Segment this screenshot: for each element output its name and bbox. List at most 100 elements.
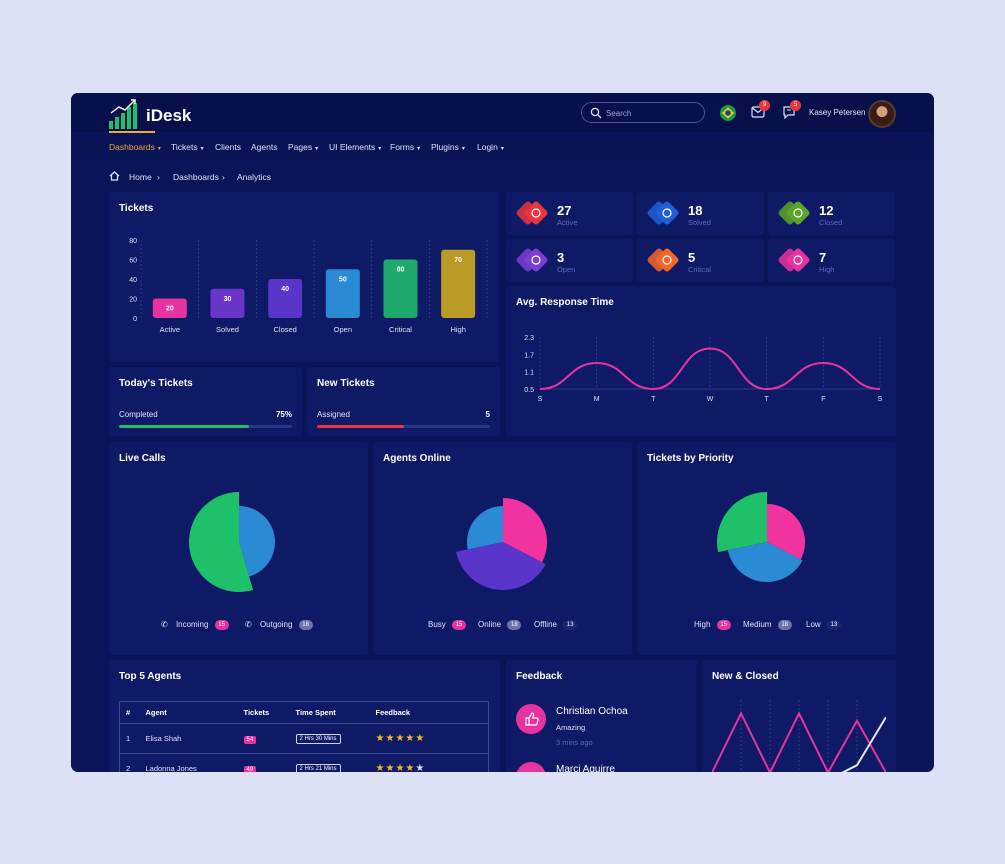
card-title: Agents Online (383, 453, 451, 464)
pie-slice[interactable] (239, 506, 275, 577)
tickets-bar-chart: 0 20 40 60 80 20 Active 30 Solved 40 Closed 50 Open 6… (129, 238, 488, 334)
nav-item-login[interactable]: Login ▾ (477, 142, 504, 152)
stat-card-active[interactable]: 27 Active (506, 192, 633, 235)
card-title: Avg. Response Time (516, 297, 614, 308)
feedback-avatar (516, 762, 546, 772)
x-tick-label: Active (160, 325, 180, 334)
nav-item-forms[interactable]: Forms ▾ (390, 142, 421, 152)
stat-card-solved[interactable]: 18 Solved (637, 192, 764, 235)
progress-label: Assigned (317, 410, 350, 419)
rating-stars: ★★★★★ (376, 763, 426, 772)
top-agents-card: Top 5 Agents # Agent Tickets Time Spent … (109, 660, 500, 772)
stat-value: 27 (557, 203, 572, 218)
bar[interactable] (268, 279, 303, 318)
legend-outgoing: ✆ Outgoing 18 (245, 620, 313, 630)
legend-high: High 15 (694, 620, 731, 630)
row-number: 2 (119, 753, 140, 772)
stat-card-high[interactable]: 7 High (768, 239, 895, 282)
pie-slice[interactable] (727, 542, 803, 582)
tickets-priority-pie-chart (717, 492, 805, 582)
card-title: Tickets by Priority (647, 453, 734, 464)
chevron-right-icon: › (157, 172, 160, 182)
progress-track (119, 425, 292, 428)
column-header: # (119, 701, 140, 724)
bar-value-label: 60 (397, 267, 405, 274)
pie-slice[interactable] (717, 492, 767, 553)
ticket-status-icon (516, 248, 548, 272)
nav-item-pages[interactable]: Pages ▾ (288, 142, 319, 152)
stat-card-closed[interactable]: 12 Closed (768, 192, 895, 235)
bar[interactable] (325, 269, 360, 318)
table-row[interactable]: 1 Elisa Shah 54 2 Hrs 30 Mins ★★★★★ (119, 723, 489, 754)
bar-value-label: 50 (339, 276, 347, 283)
search-input[interactable] (606, 106, 698, 120)
table-row[interactable]: 2 Ladonna Jones 49 2 Hrs 21 Mins ★★★★★ (119, 753, 489, 772)
logo-icon[interactable] (109, 97, 189, 131)
brazil-flag-icon[interactable] (720, 105, 736, 121)
x-tick-label: T (765, 396, 770, 403)
pie-slice[interactable] (467, 506, 503, 550)
x-tick-label: Open (334, 325, 352, 334)
live-calls-pie-chart (188, 492, 275, 592)
nav-active-indicator (109, 131, 155, 133)
feedback-time: 3 mins ago (556, 738, 593, 747)
new-tickets-card: New Tickets Assigned 5 (307, 367, 500, 436)
bar[interactable] (383, 259, 418, 319)
nav-item-clients[interactable]: Clients (215, 142, 241, 152)
bar-value-label: 20 (166, 306, 174, 313)
bar[interactable] (210, 288, 245, 318)
nav-item-tickets[interactable]: Tickets ▾ (171, 142, 204, 152)
stat-value: 3 (557, 250, 565, 265)
pie-slice[interactable] (456, 542, 546, 590)
caret-down-icon: ▾ (500, 146, 504, 152)
stat-card-open[interactable]: 3 Open (506, 239, 633, 282)
breadcrumb-home[interactable]: Home (129, 172, 152, 182)
legend-low: Low 13 (806, 620, 841, 630)
new-closed-card: New & Closed (702, 660, 896, 772)
pie-slice[interactable] (503, 498, 547, 563)
pie-slice[interactable] (767, 504, 805, 560)
search-box[interactable] (581, 102, 705, 123)
breadcrumb-dashboards[interactable]: Dashboards (173, 172, 219, 182)
y-tick-label: 20 (129, 297, 137, 304)
bar[interactable] (152, 298, 187, 319)
progress-fill (317, 425, 404, 428)
star-icon: ★ (375, 733, 386, 744)
bar-value-label: 40 (281, 286, 289, 293)
ticket-status-icon (778, 248, 810, 272)
user-name[interactable]: Kasey Petersen (809, 108, 866, 117)
legend-offline: Offline 13 (534, 620, 578, 630)
feedback-author: Christian Ochoa (556, 706, 628, 717)
ticket-count-badge: 49 (243, 765, 257, 772)
stat-card-critical[interactable]: 5 Critical (637, 239, 764, 282)
agents-online-pie-chart (456, 498, 547, 590)
card-title: Tickets (119, 203, 154, 214)
x-tick-label: S (878, 396, 883, 403)
pie-slice[interactable] (188, 492, 254, 592)
bar[interactable] (441, 249, 476, 318)
nav-item-plugins[interactable]: Plugins ▾ (431, 142, 465, 152)
chevron-right-icon: › (222, 172, 225, 182)
avg-response-card: Avg. Response Time 0.5 1.1 1.7 2.3 S M T W T F S (506, 286, 896, 436)
stat-label: Open (557, 265, 576, 274)
home-icon[interactable] (109, 171, 120, 181)
user-avatar[interactable] (868, 100, 896, 128)
star-icon: ★ (405, 733, 416, 744)
y-tick-label: 2.3 (524, 335, 534, 342)
nav-item-agents[interactable]: Agents (251, 142, 278, 152)
star-icon: ★ (395, 733, 406, 744)
legend-incoming: ✆ Incoming 15 (161, 620, 229, 630)
series-line (841, 716, 886, 772)
x-tick-label: S (538, 396, 543, 403)
progress-value: 5 (485, 410, 490, 419)
x-tick-label: W (707, 396, 714, 403)
card-title: Top 5 Agents (119, 671, 182, 682)
nav-item-ui-elements[interactable]: UI Elements ▾ (329, 142, 382, 152)
x-tick-label: Solved (216, 325, 239, 334)
tickets-card: Tickets 0 20 40 60 80 20 Active 30 Solved 40 Close… (109, 192, 499, 362)
card-title: New & Closed (712, 671, 779, 682)
y-tick-label: 1.7 (524, 352, 534, 359)
ticket-status-icon (778, 201, 810, 225)
stat-label: Critical (688, 265, 711, 274)
nav-item-dashboards[interactable]: Dashboards ▾ (109, 142, 161, 152)
